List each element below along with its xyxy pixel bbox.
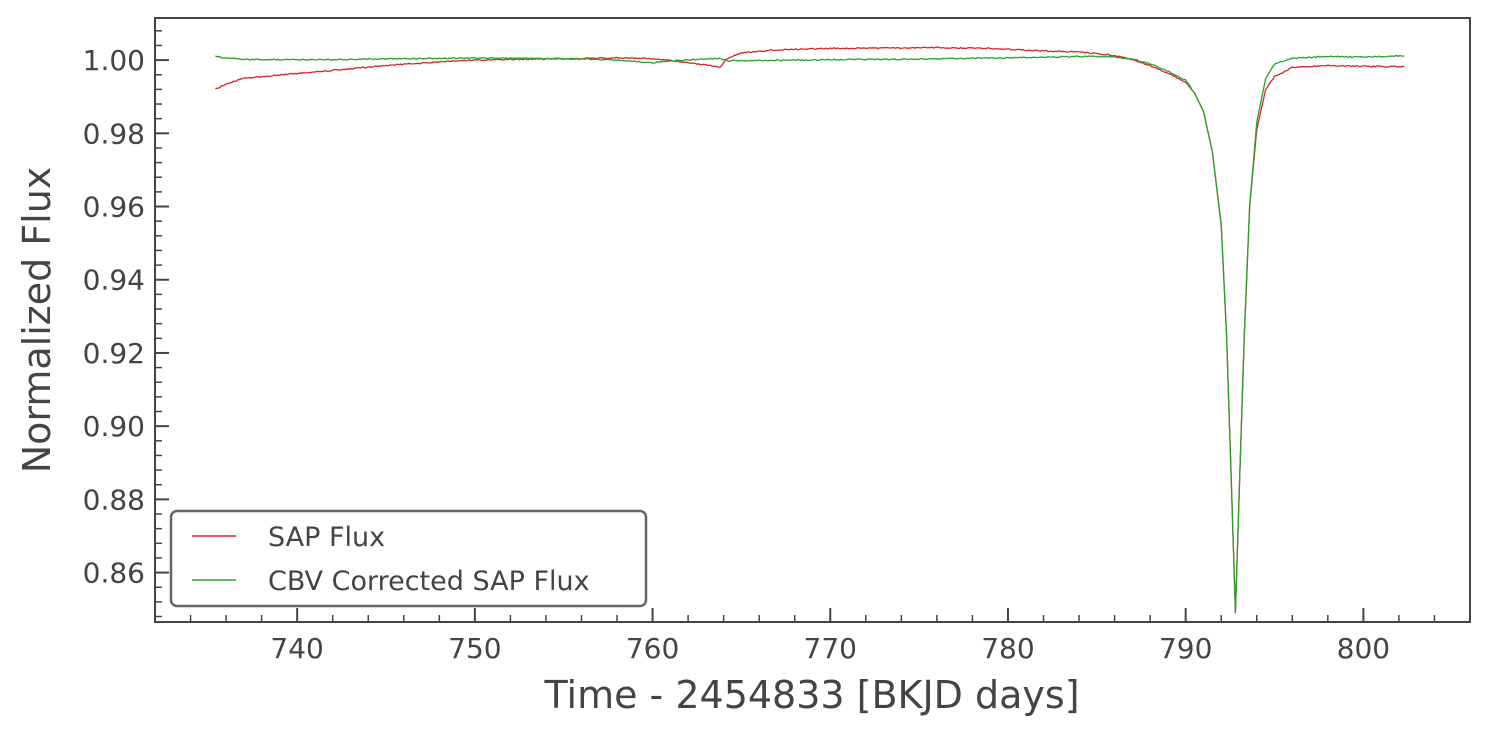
legend-label-sap-flux: SAP Flux <box>268 522 385 553</box>
y-tick-label: 0.86 <box>83 557 145 590</box>
x-tick-label: 790 <box>1159 632 1212 665</box>
y-tick-label: 1.00 <box>83 44 145 77</box>
x-tick-label: 740 <box>270 632 323 665</box>
legend-label-cbv-corrected-sap-flux: CBV Corrected SAP Flux <box>268 566 590 597</box>
y-axis-label: Normalized Flux <box>15 167 59 474</box>
y-tick-label: 0.98 <box>83 117 145 150</box>
y-tick-label: 0.96 <box>83 191 145 224</box>
y-tick-label: 0.88 <box>83 483 145 516</box>
legend: SAP Flux CBV Corrected SAP Flux <box>169 509 648 608</box>
y-tick-label: 0.90 <box>83 410 145 443</box>
x-axis-ticks: 740 750 760 770 780 790 800 <box>189 608 1436 665</box>
x-tick-label: 800 <box>1337 632 1390 665</box>
y-tick-label: 0.92 <box>83 337 145 370</box>
y-axis-ticks: 0.86 0.88 0.90 0.92 0.94 0.96 0.98 1.00 <box>83 30 169 618</box>
y-tick-label: 0.94 <box>83 264 145 297</box>
series-layer <box>215 46 1405 614</box>
x-tick-label: 780 <box>981 632 1034 665</box>
series-line-1 <box>215 54 1405 614</box>
x-tick-label: 750 <box>448 632 501 665</box>
x-tick-label: 760 <box>626 632 679 665</box>
legend-box <box>169 509 648 608</box>
x-axis-label: Time - 2454833 [BKJD days] <box>543 673 1079 717</box>
x-tick-label: 770 <box>804 632 857 665</box>
